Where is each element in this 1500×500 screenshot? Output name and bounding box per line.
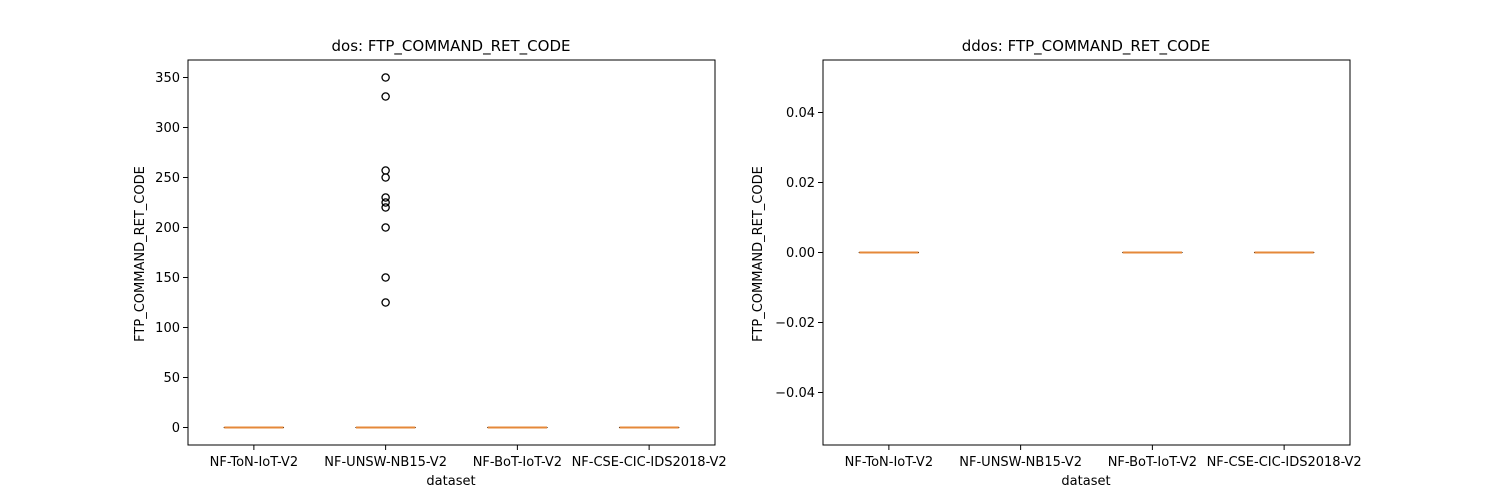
x-tick-label: NF-BoT-IoT-V2 [473,455,562,470]
outlier-point [381,223,390,232]
outlier-point [381,198,390,207]
outlier-point [381,166,390,175]
axes-frame [822,59,1351,446]
chart-panel-ddos: ddos: FTP_COMMAND_RET_CODE dataset FTP_C… [751,37,1362,489]
x-axis-label: dataset [426,474,475,489]
x-tick-label: NF-ToN-IoT-V2 [845,455,933,470]
y-tick-label: 0.04 [786,106,815,121]
y-tick-label: 0 [172,421,180,436]
y-tick-label: 100 [155,321,180,336]
y-tick-label: 200 [155,221,180,236]
plot-area: −0.04 −0.02 0.00 0.02 0.04 NF-ToN-IoT-V2 NF-UN… [775,106,1362,470]
y-tick-label: 250 [155,171,180,186]
x-tick-label: NF-UNSW-NB15-V2 [324,455,447,470]
x-axis-label: dataset [1061,474,1110,489]
outlier-point [381,273,390,282]
outlier-point [381,92,390,101]
chart-title: dos: FTP_COMMAND_RET_CODE [332,37,571,56]
chart-title: ddos: FTP_COMMAND_RET_CODE [962,37,1211,56]
outlier-point [381,203,390,212]
x-tick-label: NF-CSE-CIC-IDS2018-V2 [572,455,727,470]
y-tick-label: 300 [155,121,180,136]
outlier-point [381,73,390,82]
y-tick-label: −0.04 [775,386,815,401]
x-tick-label: NF-CSE-CIC-IDS2018-V2 [1207,455,1362,470]
x-tick-label: NF-UNSW-NB15-V2 [959,455,1082,470]
y-axis-label: FTP_COMMAND_RET_CODE [751,166,766,342]
y-axis-label: FTP_COMMAND_RET_CODE [133,166,148,342]
x-tick-label: NF-ToN-IoT-V2 [210,455,298,470]
y-tick-label: 350 [155,71,180,86]
y-tick-label: 0.02 [786,176,815,191]
y-tick-label: −0.02 [775,316,815,331]
y-tick-label: 50 [163,371,180,386]
y-tick-label: 150 [155,271,180,286]
x-tick-label: NF-BoT-IoT-V2 [1108,455,1197,470]
chart-panel-dos: dos: FTP_COMMAND_RET_CODE dataset FTP_CO… [133,37,727,489]
plot-area: 0 50 100 150 200 250 300 350 NF-ToN-IoT-V2 NF-UNS… [155,71,727,470]
outlier-point [381,193,390,202]
axes-frame [187,59,716,446]
outlier-point [381,298,390,307]
y-tick-label: 0.00 [786,246,815,261]
